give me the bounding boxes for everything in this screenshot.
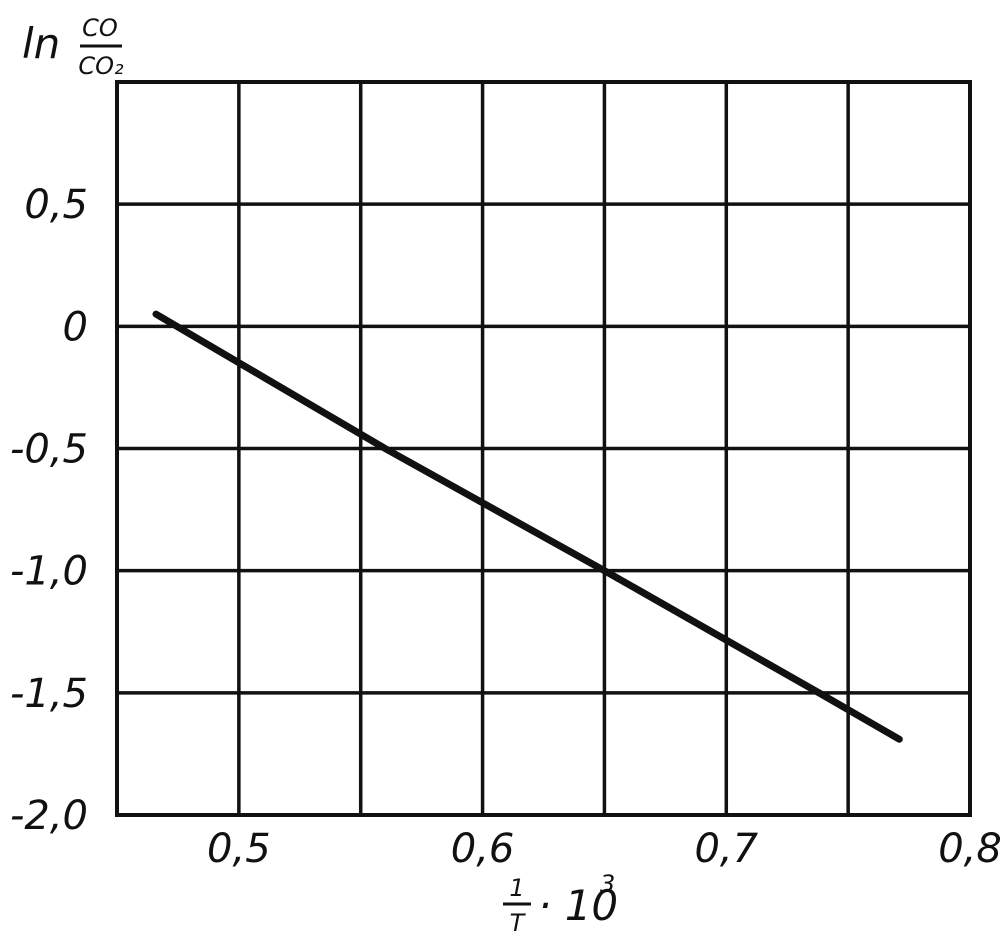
y-axis-label-numerator: CO [82, 14, 118, 42]
x-axis-label-denominator: T [510, 909, 527, 937]
grid-layer [117, 82, 970, 815]
plot-frame [115, 80, 972, 817]
series-line-0 [152, 310, 903, 743]
x-tick-label-1: 0,6 [451, 826, 515, 872]
y-axis-label-denominator: CO₂ [78, 52, 124, 80]
x-axis-label-multiplier: · 10 [538, 881, 618, 930]
y-tick-label-1: 0 [63, 304, 88, 350]
y-tick-label-4: -1,5 [10, 671, 88, 717]
x-tick-label-2: 0,7 [694, 826, 758, 872]
x-axis-label-numerator: 1 [509, 874, 524, 902]
y-axis-label: ln CO CO₂ [22, 14, 124, 80]
tick-label-layer: 0,5 0 -0,5 -1,0 -1,5 -2,0 0,5 0,6 0,7 0,8 [10, 182, 1000, 872]
y-tick-label-2: -0,5 [10, 427, 88, 473]
x-axis-label-exponent: 3 [600, 870, 615, 898]
y-axis-label-prefix: ln [22, 19, 60, 68]
series-layer [152, 310, 903, 743]
x-tick-label-3: 0,8 [938, 826, 1000, 872]
y-tick-label-3: -1,0 [10, 549, 88, 595]
y-tick-label-5: -2,0 [10, 793, 88, 839]
y-tick-label-0: 0,5 [24, 182, 88, 228]
x-tick-label-0: 0,5 [207, 826, 271, 872]
x-axis-label: 1 T · 10 3 [503, 870, 618, 937]
